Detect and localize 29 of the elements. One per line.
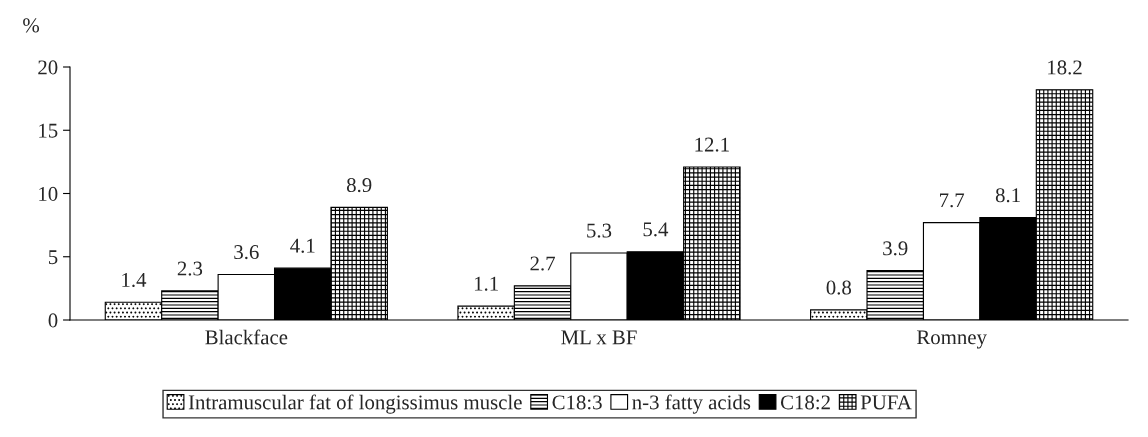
data-label: 2.7 [530, 256, 555, 271]
data-label: 7.7 [940, 193, 965, 208]
legend-label: n-3 fatty acids [632, 394, 751, 414]
data-label: 1.1 [474, 276, 498, 291]
x-tick-label: Blackface [205, 329, 288, 345]
x-tick-label: ML x BF [561, 330, 637, 345]
y-tick-label: 15 [39, 123, 58, 138]
data-label: 5.4 [643, 222, 669, 237]
legend-label: Intramuscular fat of longissimus muscle [188, 394, 522, 414]
data-label: 4.1 [290, 238, 315, 253]
x-tick-label: Romney [916, 330, 987, 349]
legend-label: PUFA [860, 395, 912, 410]
data-label: 1.4 [122, 272, 147, 288]
y-tick-label: 0 [48, 313, 58, 328]
data-label: 8.1 [995, 188, 1020, 203]
y-axis-title: % [23, 18, 40, 33]
data-label: 5.3 [587, 223, 612, 238]
data-label: 3.9 [883, 241, 908, 256]
y-tick-label: 10 [39, 186, 58, 201]
legend-label: C18:3 [552, 395, 602, 410]
data-label: 2.3 [177, 261, 203, 276]
data-label: 3.6 [234, 245, 259, 260]
data-label: 8.9 [346, 178, 372, 193]
y-tick-label: 20 [38, 60, 58, 75]
legend-label: C18:2 [780, 395, 830, 410]
data-label: 0.8 [826, 280, 852, 295]
data-label: 18.2 [1048, 60, 1082, 75]
data-label: 12.1 [695, 137, 729, 152]
y-tick-label: 5 [48, 250, 58, 265]
